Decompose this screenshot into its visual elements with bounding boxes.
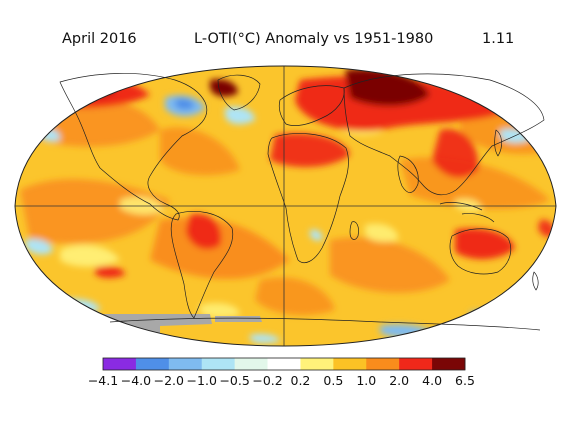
legend-swatch	[168, 358, 203, 370]
legend-swatch	[103, 358, 137, 370]
legend-tick-label: 4.0	[422, 373, 442, 388]
legend-tick-label: 1.0	[356, 373, 376, 388]
legend-tick-label: 0.2	[291, 373, 311, 388]
legend-swatch	[366, 358, 400, 370]
legend-swatch	[333, 358, 367, 370]
legend-swatch	[300, 358, 334, 370]
legend-tick-label: −2.0	[154, 373, 184, 388]
legend-tick-label: −4.0	[121, 373, 151, 388]
map-date: April 2016	[62, 31, 137, 47]
legend-swatch	[267, 358, 301, 370]
legend-tick-label: −1.0	[187, 373, 217, 388]
legend-tick-label: 2.0	[389, 373, 409, 388]
coastlines	[59, 73, 545, 331]
legend-swatch	[234, 358, 268, 370]
anomaly-field	[15, 66, 556, 346]
global-mean-anomaly: 1.11	[482, 31, 515, 47]
legend-tick-label: −0.5	[219, 373, 249, 388]
map-title: L-OTI(°C) Anomaly vs 1951-1980	[194, 31, 434, 47]
legend-swatch	[135, 358, 170, 370]
legend-swatch	[201, 358, 236, 370]
legend-tick-label: 6.5	[455, 373, 475, 388]
legend-swatch	[432, 358, 466, 370]
legend-swatch	[399, 358, 433, 370]
legend-tick-label: −4.1	[88, 373, 118, 388]
legend-tick-label: −0.2	[252, 373, 282, 388]
globe-outline	[14, 65, 557, 347]
legend-tick-label: 0.5	[323, 373, 343, 388]
